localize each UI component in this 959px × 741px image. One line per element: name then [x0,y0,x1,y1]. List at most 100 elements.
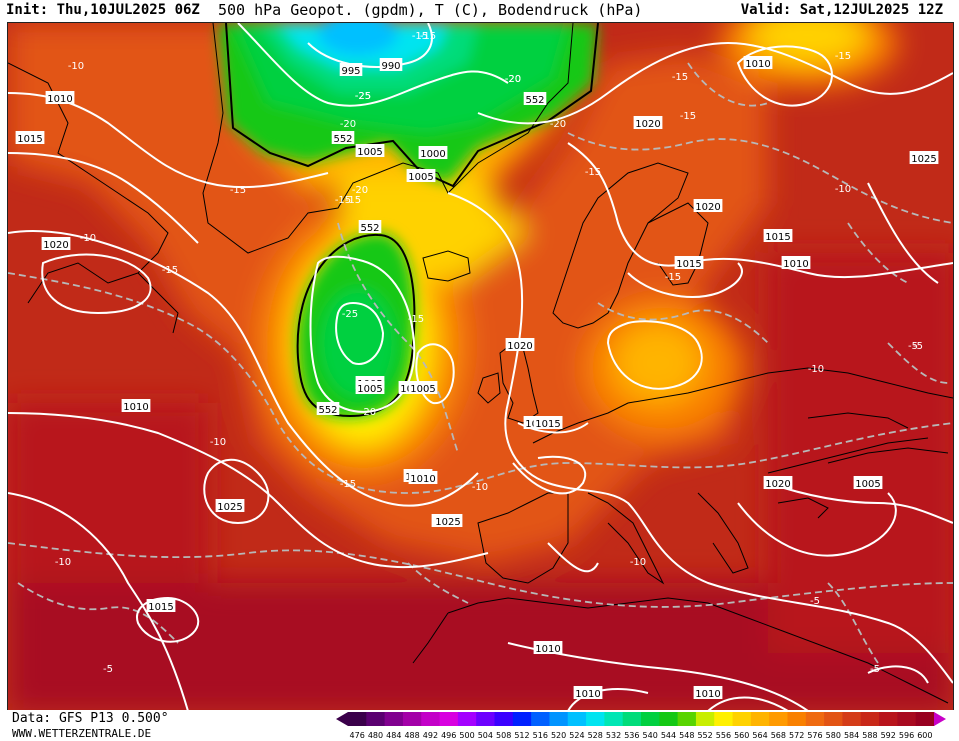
svg-text:-20: -20 [550,119,566,130]
legend-tick-label: 588 [862,731,877,740]
svg-text:-15: -15 [420,31,436,42]
pressure-label: 990 [379,58,403,72]
temperature-label: -15 [345,195,361,206]
svg-text:1005: 1005 [408,172,433,183]
temperature-label: -15 [420,31,436,42]
legend-tick-label: 596 [899,731,914,740]
legend-swatch [512,712,532,726]
svg-text:990: 990 [381,61,400,72]
svg-text:-15: -15 [680,111,696,122]
temperature-label: -25 [342,309,358,320]
pressure-label: 1025 [215,499,245,513]
color-legend: 476 480 484 488 492 496 500 504 508 512 516 520 524 5… [336,712,946,740]
svg-text:-20: -20 [340,119,356,130]
pressure-label: 995 [339,63,363,77]
legend-swatch [439,712,459,726]
temperature-label: -15 [162,265,178,276]
geopotential-label: 552 [523,92,547,106]
svg-text:-25: -25 [355,91,371,102]
geopotential-label: 552 [358,220,382,234]
temperature-label: -10 [808,364,824,375]
pressure-label: 1000 [418,146,448,160]
legend-tick-label: 484 [386,731,401,740]
svg-text:-10: -10 [210,437,226,448]
svg-text:-10: -10 [472,482,488,493]
legend-swatch [476,712,495,726]
temperature-label: -15 [335,195,351,206]
svg-text:1010: 1010 [695,689,720,700]
legend-max-arrow [934,712,946,726]
svg-text:1010: 1010 [410,474,435,485]
legend-tick-label: 592 [881,731,896,740]
svg-text:552: 552 [360,223,379,234]
legend-swatch [494,712,514,726]
legend-swatch [586,712,605,726]
legend-tick-label: 512 [514,731,529,740]
legend-swatch [714,712,734,726]
svg-text:-15: -15 [345,195,361,206]
geopotential-552-contour [225,23,599,188]
svg-text:1025: 1025 [217,502,242,513]
temperature-label: -15 [340,479,356,490]
temperature-label: -10 [472,482,488,493]
map-title: 500 hPa Geopot. (gpdm), T (C), Bodendruc… [218,1,643,19]
temperature-label: -15 [408,314,424,325]
legend-swatch [879,712,898,726]
svg-text:-20: -20 [352,185,368,196]
svg-text:-10: -10 [808,364,824,375]
legend-swatch [531,712,550,726]
legend-swatch [787,712,807,726]
temperature-label: -25 [355,91,371,102]
temperature-label: -15 [412,31,428,42]
temperature-label: -10 [835,184,851,195]
legend-tick-label: 508 [496,731,511,740]
legend-swatch [457,712,477,726]
data-source: Data: GFS P13 0.500° [12,711,169,726]
legend-tick-label: 568 [771,731,786,740]
legend-swatch [549,712,569,726]
legend-tick-label: 500 [459,731,474,740]
pressure-label: 1015 [146,599,176,613]
pressure-label: 1010 [573,686,603,700]
svg-text:-15: -15 [162,265,178,276]
legend-tick-label: 492 [423,731,438,740]
pressure-label: 1010 [121,399,151,413]
svg-text:1005: 1005 [357,384,382,395]
svg-text:1015: 1015 [535,419,560,430]
geopotential-core-shading [218,23,598,418]
legend-tick-label: 520 [551,731,566,740]
svg-text:-15: -15 [665,272,681,283]
svg-text:-20: -20 [360,407,376,418]
svg-text:-10: -10 [835,184,851,195]
svg-text:-15: -15 [408,314,424,325]
pressure-label: 1010 [693,686,723,700]
pressure-label: 1015 [15,131,45,145]
legend-tick-label: 540 [643,731,658,740]
svg-text:-15: -15 [335,195,351,206]
weather-map[interactable]: 1010 1015 1020 1010 995 990 1005 1025 1015 1010 10… [7,22,954,712]
legend-min-arrow [336,712,348,726]
legend-tick-label: 564 [752,731,767,740]
temperature-label-layer: -10-15-20-25-20-15-20-15-15-10-15-15-20-… [55,31,923,675]
geopotential-label-layer: 552 552 552 552 [316,92,547,416]
svg-text:-10: -10 [55,557,71,568]
legend-tick-label: 524 [569,731,584,740]
legend-swatch [860,712,880,726]
pressure-label: 1015 [533,416,563,430]
svg-text:-25: -25 [355,91,371,102]
svg-text:1010: 1010 [783,259,808,270]
pressure-label: 1005 [408,381,438,395]
legend-swatch [897,712,917,726]
svg-text:1020: 1020 [43,240,68,251]
pressure-label: 1025 [433,514,463,528]
legend-tick-label: 536 [624,731,639,740]
temperature-label: -5 [870,664,880,675]
temperature-label: -20 [352,185,368,196]
temperature-label: -15 [672,72,688,83]
temperature-label: -10 [210,437,226,448]
legend-tick-label: 552 [697,731,712,740]
temperature-label: -20 [340,119,356,130]
legend-swatch [677,712,697,726]
svg-text:-15: -15 [340,479,356,490]
svg-text:-15: -15 [230,185,246,196]
